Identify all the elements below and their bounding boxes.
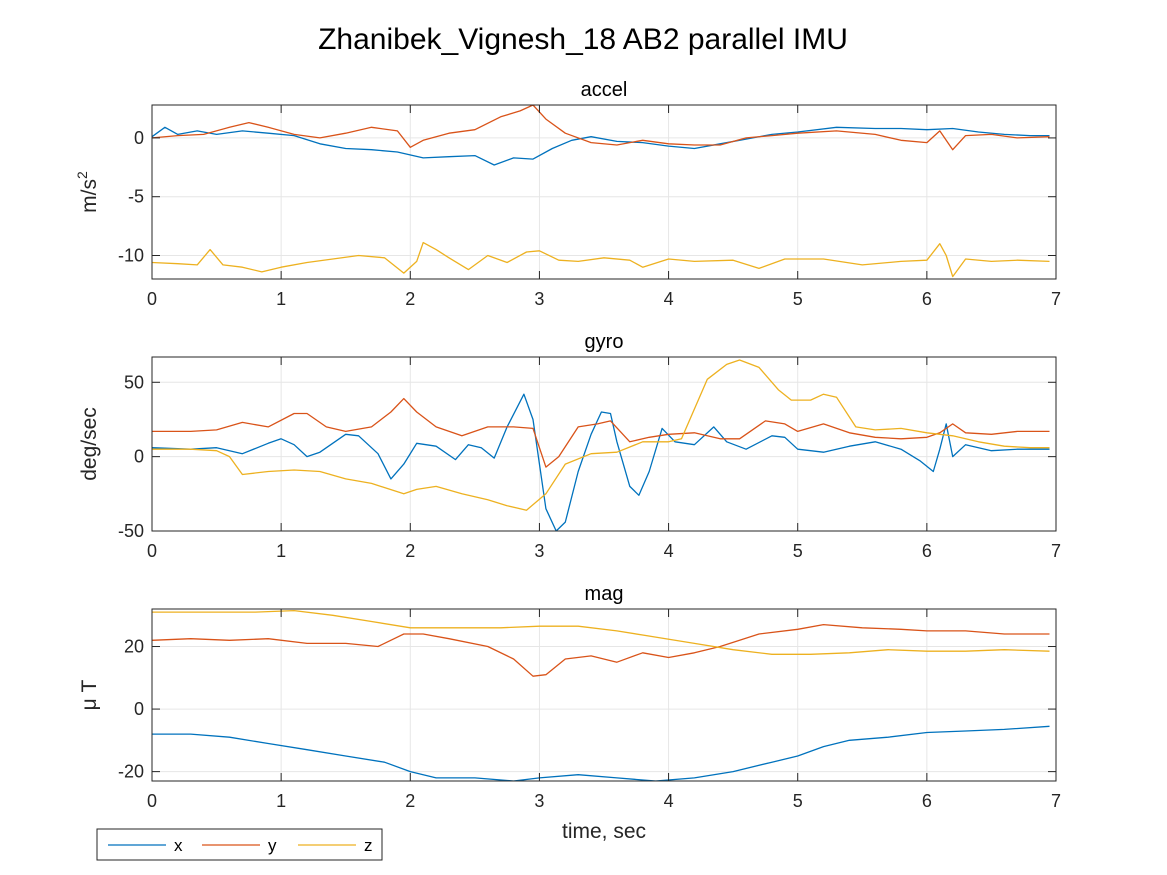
x-tick-label: 1 [276, 791, 286, 811]
series-line-z [152, 241, 1050, 278]
y-axis-label: m/s2 [74, 171, 101, 213]
series-line-x [152, 393, 1050, 531]
y-tick-label: 0 [134, 447, 144, 467]
legend-label-x: x [174, 836, 183, 855]
x-tick-label: 0 [147, 791, 157, 811]
x-tick-label: 2 [405, 791, 415, 811]
y-tick-label: 50 [124, 372, 144, 392]
series-line-y [152, 623, 1050, 677]
x-tick-label: 2 [405, 289, 415, 309]
x-tick-label: 4 [664, 791, 674, 811]
legend-label-z: z [364, 836, 373, 855]
series-line-y [152, 397, 1050, 468]
figure-title: Zhanibek_Vignesh_18 AB2 parallel IMU [318, 23, 848, 56]
series-line-y [152, 105, 1050, 151]
x-tick-label: 7 [1051, 791, 1061, 811]
y-axis-label: μ T [78, 679, 101, 710]
x-tick-label: 1 [276, 541, 286, 561]
axes-box [151, 356, 1057, 532]
plot-area [152, 105, 1056, 279]
x-tick-label: 7 [1051, 541, 1061, 561]
x-tick-label: 6 [922, 791, 932, 811]
series-line-z [152, 359, 1050, 511]
y-tick-label: 0 [134, 699, 144, 719]
y-tick-label: -5 [128, 187, 144, 207]
subplot-title: accel [581, 79, 628, 101]
x-tick-label: 6 [922, 541, 932, 561]
y-axis-label-superscript: 2 [74, 171, 90, 179]
x-tick-label: 3 [534, 541, 544, 561]
y-axis-label: deg/sec [78, 407, 101, 481]
series-line-x [152, 725, 1050, 781]
subplot-title: mag [585, 583, 624, 605]
series-group [152, 609, 1050, 781]
y-tick-label: -50 [118, 521, 144, 541]
x-tick-label: 4 [664, 541, 674, 561]
x-tick-label: 0 [147, 541, 157, 561]
axes-box [151, 104, 1057, 280]
x-tick-label: 6 [922, 289, 932, 309]
axes-accel: 0 1 2 3 4 5 6 7 -10 -5 0 accel m/s2 [74, 79, 1061, 309]
series-line-x [152, 126, 1050, 166]
x-tick-label: 1 [276, 289, 286, 309]
series-group [152, 105, 1050, 278]
series-line-z [152, 609, 1050, 655]
subplot-title: gyro [585, 331, 624, 353]
plot-area [152, 357, 1056, 531]
x-tick-label: 5 [793, 289, 803, 309]
x-tick-label: 2 [405, 541, 415, 561]
x-tick-label: 3 [534, 791, 544, 811]
y-tick-label: 20 [124, 637, 144, 657]
x-tick-label: 5 [793, 791, 803, 811]
x-tick-label: 3 [534, 289, 544, 309]
x-tick-label: 4 [664, 289, 674, 309]
axes-box [151, 608, 1057, 782]
x-tick-label: 0 [147, 289, 157, 309]
series-group [152, 359, 1050, 531]
legend: x y z [96, 828, 383, 861]
x-tick-label: 5 [793, 541, 803, 561]
y-tick-label: -20 [118, 762, 144, 782]
x-axis-label: time, sec [562, 820, 646, 843]
y-tick-label: 0 [134, 128, 144, 148]
y-tick-label: -10 [118, 245, 144, 265]
plot-area [152, 609, 1056, 781]
x-tick-label: 7 [1051, 289, 1061, 309]
legend-label-y: y [268, 836, 277, 855]
